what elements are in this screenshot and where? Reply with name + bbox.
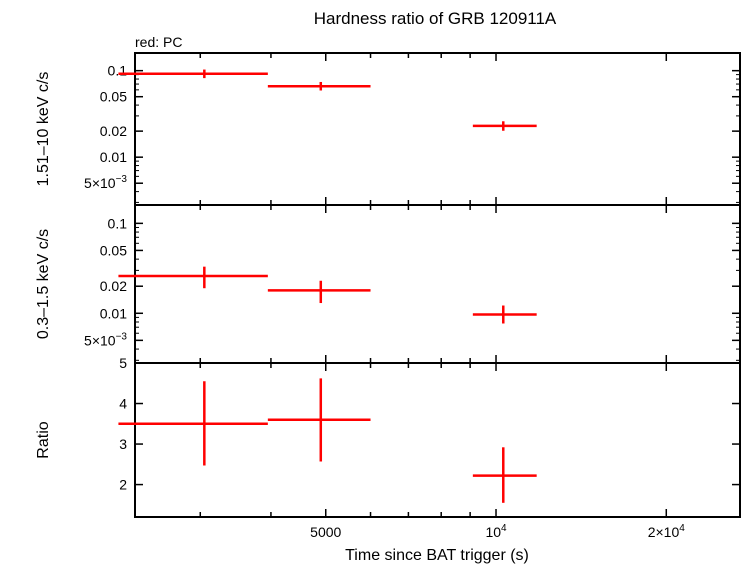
y-tick-label-base: 0.01	[100, 305, 127, 321]
x-tick-label-sup: 4	[501, 523, 507, 534]
y-tick-label: 5×10−3	[84, 174, 127, 191]
y-tick-label-base: 0.1	[108, 63, 128, 79]
y-tick-label-base: 5	[119, 355, 127, 371]
y-tick-label-base: 0.02	[100, 123, 127, 139]
y-tick-label-base: 4	[119, 396, 127, 412]
x-tick-label-sup: 4	[679, 523, 685, 534]
x-tick-label-base: 10	[485, 524, 501, 540]
y-tick-label: 0.05	[100, 89, 127, 105]
y-axis-label: Ratio	[35, 421, 52, 458]
y-tick-label-base: 0.02	[100, 278, 127, 294]
y-tick-label: 0.02	[100, 123, 127, 139]
y-axis-label: 1.51–10 keV c/s	[35, 72, 52, 187]
y-axis-label: 0.3–1.5 keV c/s	[35, 229, 52, 339]
y-tick-label: 0.1	[108, 63, 128, 79]
panel-frame	[134, 204, 741, 364]
y-tick-label-base: 0.1	[108, 215, 128, 231]
y-tick-label-base: 5×10	[84, 332, 116, 348]
chart-title: Hardness ratio of GRB 120911A	[314, 9, 557, 28]
panel-frame	[134, 362, 741, 518]
y-tick-label-sup: −3	[116, 331, 128, 342]
y-tick-label-sup: −3	[116, 174, 128, 185]
y-tick-label: 2	[119, 477, 127, 493]
y-tick-label: 3	[119, 436, 127, 452]
y-tick-label: 5	[119, 355, 127, 371]
y-tick-label: 0.01	[100, 305, 127, 321]
y-tick-label-base: 2	[119, 477, 127, 493]
y-tick-label-base: 5×10	[84, 175, 116, 191]
x-tick-label-base: 5000	[310, 524, 341, 540]
y-tick-label-base: 3	[119, 436, 127, 452]
y-tick-label-base: 0.05	[100, 242, 127, 258]
panel-ratio: 5 4 3 2 Ratio	[35, 355, 741, 518]
panel-hard: 0.1 0.05 0.02 0.01 5×10−3 1.51–10 keV c/s	[35, 52, 741, 206]
panels-group: 0.10.050.020.015×10−31.51–10 keV c/s0.10…	[35, 52, 741, 540]
y-tick-label: 0.02	[100, 278, 127, 294]
x-tick-label: 104	[485, 523, 507, 540]
panel-frame	[134, 52, 741, 206]
x-tick-label: 2×104	[648, 523, 686, 540]
y-tick-label: 0.01	[100, 149, 127, 165]
chart-subtitle: red: PC	[135, 34, 182, 50]
x-tick-label-base: 2×10	[648, 524, 680, 540]
y-tick-label: 0.05	[100, 242, 127, 258]
panel-soft: 0.1 0.05 0.02 0.01 5×10−3 0.3–1.5 keV c/s	[35, 204, 741, 364]
y-tick-label-base: 0.05	[100, 89, 127, 105]
x-axis-label: Time since BAT trigger (s)	[345, 547, 529, 564]
y-tick-label: 4	[119, 396, 127, 412]
y-tick-label: 5×10−3	[84, 331, 127, 348]
x-tick-label: 5000	[310, 524, 341, 540]
y-tick-label-base: 0.01	[100, 149, 127, 165]
y-tick-label: 0.1	[108, 215, 128, 231]
